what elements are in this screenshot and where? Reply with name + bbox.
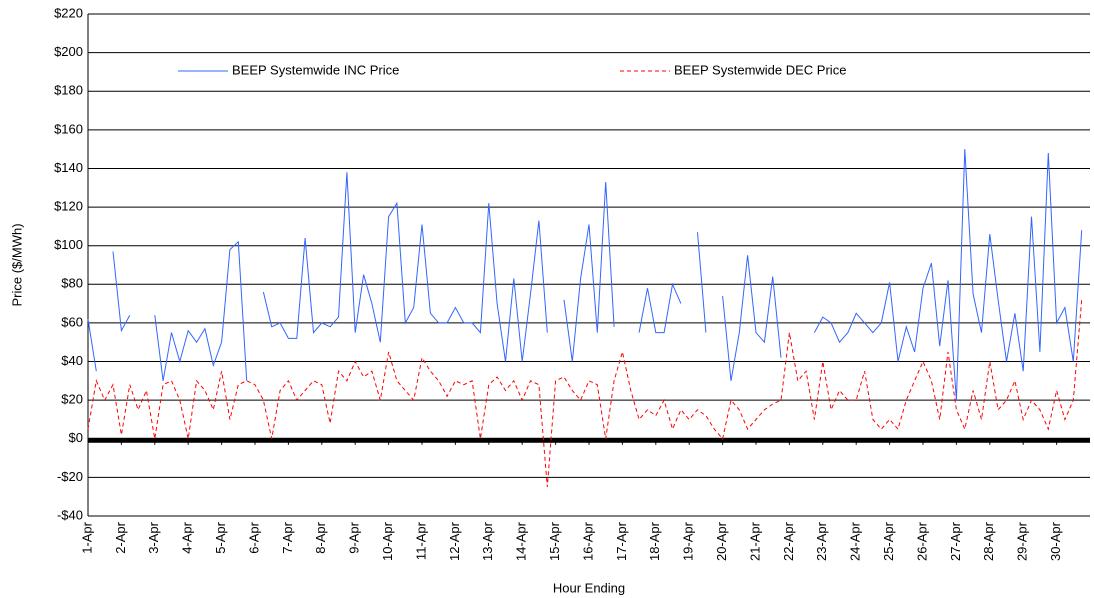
y-tick-label: $160	[54, 121, 83, 136]
x-tick-label: 8-Apr	[313, 521, 328, 553]
x-tick-label: 16-Apr	[580, 521, 595, 561]
series-line	[87, 299, 1083, 488]
y-tick-label: $200	[54, 44, 83, 59]
x-tick-label: 21-Apr	[747, 521, 762, 561]
y-tick-label: $140	[54, 160, 83, 175]
y-tick-label: $80	[61, 276, 83, 291]
x-tick-label: 19-Apr	[681, 521, 696, 561]
legend-label: BEEP Systemwide INC Price	[232, 62, 399, 77]
y-tick-label: $40	[61, 353, 83, 368]
x-tick-label: 17-Apr	[614, 521, 629, 561]
x-tick-label: 24-Apr	[848, 521, 863, 561]
x-tick-label: 13-Apr	[480, 521, 495, 561]
legend-label: BEEP Systemwide DEC Price	[674, 62, 846, 77]
x-tick-label: 26-Apr	[914, 521, 929, 561]
y-tick-label: $220	[54, 5, 83, 20]
x-tick-label: 25-Apr	[881, 521, 896, 561]
x-tick-label: 23-Apr	[814, 521, 829, 561]
x-tick-label: 12-Apr	[447, 521, 462, 561]
y-axis-label: Price ($/MWh)	[9, 223, 24, 306]
y-tick-label: $180	[54, 83, 83, 98]
x-tick-label: 4-Apr	[180, 521, 195, 553]
y-tick-label: $0	[69, 430, 83, 445]
y-tick-label: $120	[54, 199, 83, 214]
x-tick-label: 20-Apr	[714, 521, 729, 561]
x-tick-label: 11-Apr	[413, 521, 428, 560]
x-tick-label: 6-Apr	[246, 521, 261, 553]
x-tick-label: 22-Apr	[781, 521, 796, 561]
x-tick-label: 10-Apr	[380, 521, 395, 561]
y-tick-label: $100	[54, 237, 83, 252]
x-tick-label: 28-Apr	[981, 521, 996, 561]
y-tick-label: $60	[61, 314, 83, 329]
x-tick-label: 2-Apr	[113, 521, 128, 553]
x-tick-label: 1-Apr	[79, 521, 94, 553]
x-tick-label: 9-Apr	[347, 521, 362, 553]
x-tick-label: 27-Apr	[948, 521, 963, 561]
x-tick-label: 18-Apr	[647, 521, 662, 561]
y-tick-label: $20	[61, 392, 83, 407]
x-tick-label: 15-Apr	[547, 521, 562, 561]
x-tick-label: 30-Apr	[1048, 521, 1063, 561]
y-tick-label: -$40	[57, 507, 83, 522]
y-tick-label: -$20	[57, 469, 83, 484]
x-tick-label: 3-Apr	[146, 521, 161, 553]
x-tick-label: 14-Apr	[514, 521, 529, 561]
x-tick-label: 5-Apr	[213, 521, 228, 553]
x-tick-label: 29-Apr	[1015, 521, 1030, 561]
x-axis-label: Hour Ending	[553, 580, 625, 595]
x-tick-label: 7-Apr	[280, 521, 295, 553]
series-line	[87, 149, 1083, 401]
